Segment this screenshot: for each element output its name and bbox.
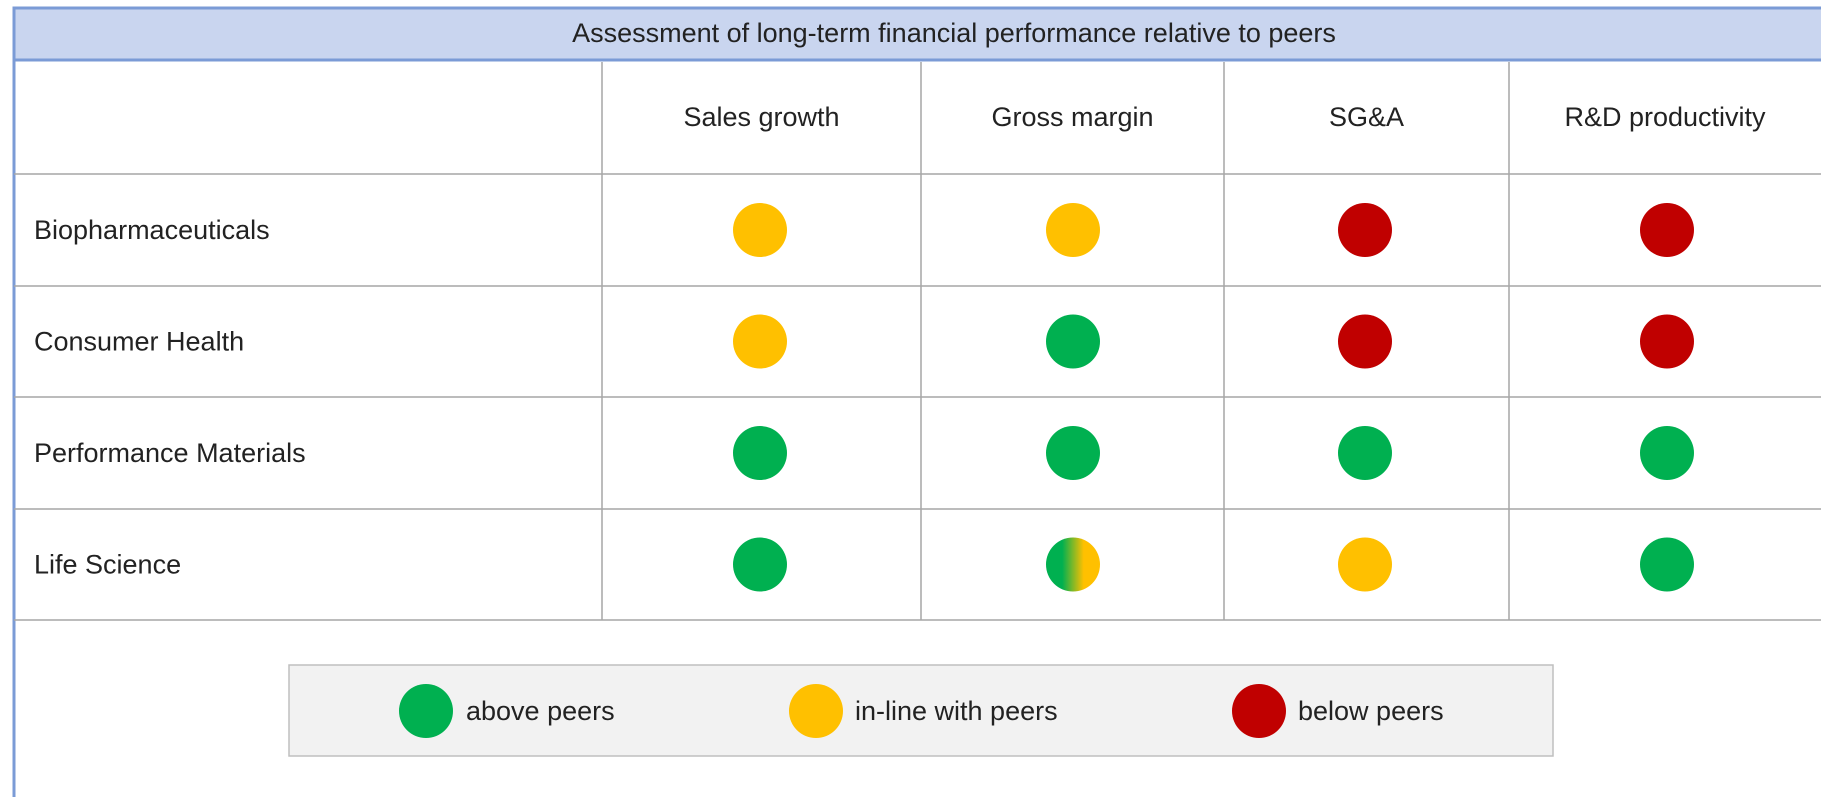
table-title: Assessment of long-term financial perfor… [572, 18, 1336, 48]
rating-dot [1640, 314, 1694, 369]
rating-dot [733, 426, 787, 480]
column-header: Gross margin [991, 102, 1153, 132]
rating-dot [1046, 537, 1100, 592]
legend-label: above peers [466, 696, 615, 726]
column-header: R&D productivity [1564, 102, 1766, 132]
rating-dot [1338, 426, 1392, 480]
row-label: Consumer Health [34, 327, 244, 357]
rating-dot [733, 314, 787, 369]
rating-dot [1338, 314, 1392, 369]
column-header: SG&A [1329, 102, 1404, 132]
rating-dot [1338, 203, 1392, 257]
row-label: Biopharmaceuticals [34, 215, 270, 245]
rating-dot [1640, 537, 1694, 592]
legend-dot [399, 684, 453, 738]
column-header: Sales growth [683, 102, 839, 132]
row-label: Performance Materials [34, 438, 306, 468]
legend-label: below peers [1298, 696, 1444, 726]
legend-label: in-line with peers [855, 696, 1058, 726]
rating-dot [1046, 314, 1100, 369]
rating-dot [1640, 426, 1694, 480]
rating-dot [1046, 203, 1100, 257]
legend-dot [789, 684, 843, 738]
rating-dot [733, 537, 787, 592]
rating-dot [1338, 537, 1392, 592]
rating-dot [733, 203, 787, 257]
rating-dot [1046, 426, 1100, 480]
row-label: Life Science [34, 550, 181, 580]
legend-box [288, 664, 1554, 757]
legend-dot [1232, 684, 1286, 738]
rating-dot [1640, 203, 1694, 257]
